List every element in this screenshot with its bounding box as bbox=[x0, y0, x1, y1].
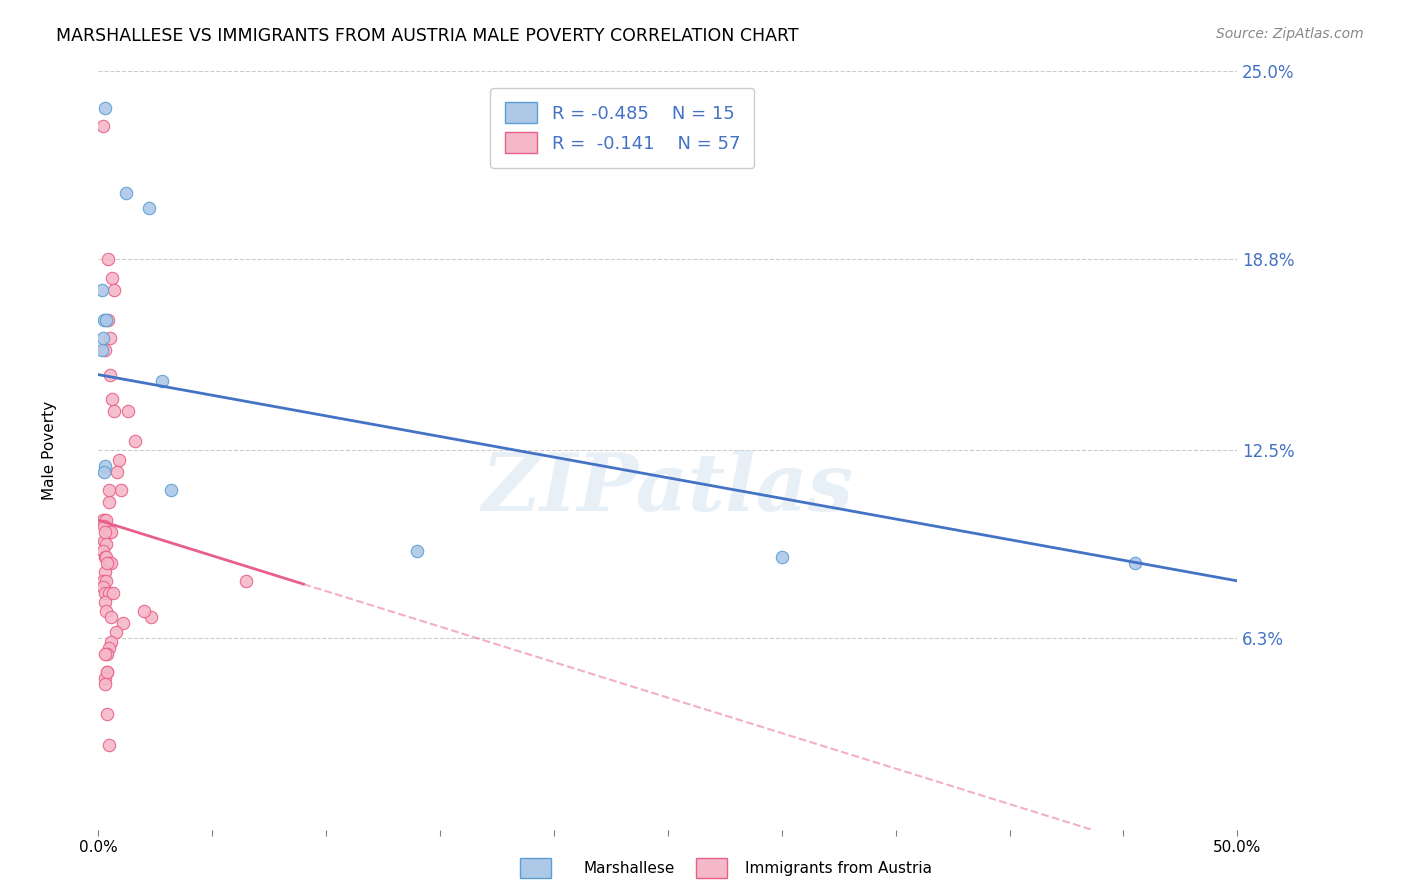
Point bbox=[94, 671, 117, 685]
Point bbox=[160, 483, 183, 497]
Point bbox=[97, 495, 120, 509]
Point bbox=[103, 283, 125, 297]
Point bbox=[97, 483, 120, 497]
Point bbox=[770, 549, 793, 564]
Point bbox=[96, 665, 118, 679]
Y-axis label: Male Poverty: Male Poverty bbox=[42, 401, 56, 500]
Point bbox=[93, 513, 115, 527]
Point bbox=[94, 101, 117, 115]
Point bbox=[93, 534, 115, 549]
Point bbox=[96, 707, 118, 722]
Point bbox=[97, 556, 120, 570]
Point bbox=[97, 738, 120, 752]
Point bbox=[94, 595, 117, 609]
Text: Immigrants from Austria: Immigrants from Austria bbox=[745, 861, 932, 876]
Point bbox=[406, 543, 429, 558]
Point bbox=[97, 525, 120, 540]
Point bbox=[96, 313, 118, 327]
Text: ZIPatlas: ZIPatlas bbox=[482, 450, 853, 527]
Point bbox=[96, 549, 118, 564]
Point bbox=[235, 574, 257, 588]
Point bbox=[96, 604, 118, 618]
Point bbox=[96, 556, 118, 570]
Point bbox=[132, 604, 155, 618]
Point bbox=[94, 565, 117, 579]
Point bbox=[1123, 556, 1146, 570]
Point bbox=[94, 458, 117, 473]
Point bbox=[101, 392, 124, 406]
Point bbox=[96, 574, 118, 588]
Point bbox=[139, 610, 162, 624]
Point bbox=[117, 404, 139, 418]
Point bbox=[91, 580, 114, 594]
Point bbox=[90, 343, 112, 358]
Point bbox=[96, 252, 118, 267]
Point bbox=[94, 677, 117, 691]
Point bbox=[110, 483, 132, 497]
Point bbox=[98, 368, 121, 382]
Text: MARSHALLESE VS IMMIGRANTS FROM AUSTRIA MALE POVERTY CORRELATION CHART: MARSHALLESE VS IMMIGRANTS FROM AUSTRIA M… bbox=[56, 27, 799, 45]
Point bbox=[96, 313, 118, 327]
Point bbox=[90, 283, 112, 297]
Point bbox=[97, 640, 120, 655]
Point bbox=[93, 465, 115, 479]
Point bbox=[103, 404, 125, 418]
Point bbox=[94, 525, 117, 540]
Point bbox=[97, 586, 120, 600]
Point bbox=[93, 313, 115, 327]
Point bbox=[94, 343, 117, 358]
Point bbox=[104, 625, 127, 640]
Point bbox=[105, 465, 128, 479]
Point bbox=[91, 119, 114, 133]
Point bbox=[96, 647, 118, 661]
Point bbox=[94, 647, 117, 661]
Point bbox=[124, 434, 146, 449]
Text: Marshallese: Marshallese bbox=[583, 861, 675, 876]
Point bbox=[101, 270, 124, 285]
Point bbox=[93, 519, 115, 533]
Text: Source: ZipAtlas.com: Source: ZipAtlas.com bbox=[1216, 27, 1364, 41]
Legend: R = -0.485    N = 15, R =  -0.141    N = 57: R = -0.485 N = 15, R = -0.141 N = 57 bbox=[491, 88, 755, 168]
Point bbox=[94, 586, 117, 600]
Point bbox=[98, 331, 121, 345]
Point bbox=[94, 549, 117, 564]
Point bbox=[108, 452, 131, 467]
Point bbox=[100, 634, 122, 648]
Point bbox=[96, 513, 118, 527]
Point bbox=[100, 525, 122, 540]
Point bbox=[150, 374, 173, 388]
Point bbox=[91, 513, 114, 527]
Point bbox=[96, 537, 118, 551]
Point bbox=[91, 331, 114, 345]
Point bbox=[100, 556, 122, 570]
Point bbox=[114, 186, 136, 200]
Point bbox=[138, 201, 160, 215]
Point bbox=[100, 610, 122, 624]
Point bbox=[96, 665, 118, 679]
Point bbox=[103, 586, 125, 600]
Point bbox=[112, 616, 135, 631]
Point bbox=[91, 574, 114, 588]
Point bbox=[91, 543, 114, 558]
